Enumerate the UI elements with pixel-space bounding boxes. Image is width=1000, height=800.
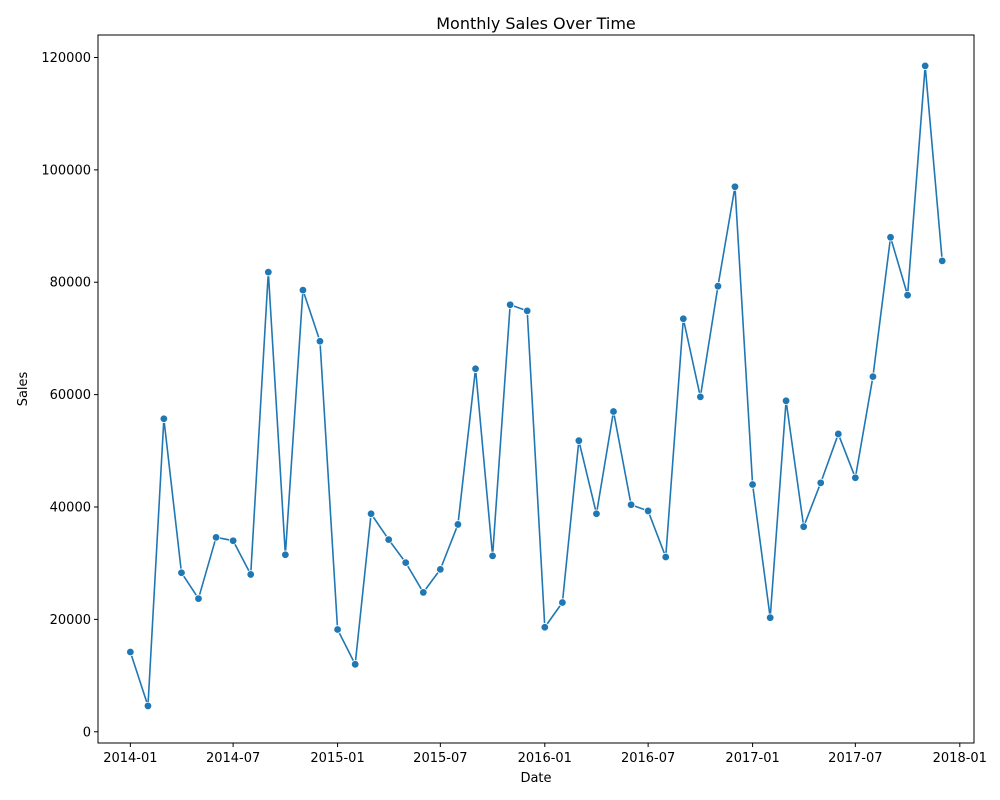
series-layer — [126, 61, 947, 711]
data-point — [920, 61, 930, 71]
data-point — [592, 509, 601, 518]
data-point — [903, 290, 912, 300]
data-point — [661, 552, 670, 562]
chart-title: Monthly Sales Over Time — [436, 14, 636, 33]
data-point — [471, 364, 480, 373]
x-axis-label: Date — [520, 771, 551, 786]
data-point — [938, 256, 947, 266]
data-point — [281, 550, 290, 559]
x-tick-label: 2017-01 — [725, 751, 779, 766]
series-line — [129, 65, 944, 707]
x-tick-label: 2018-01 — [933, 751, 987, 766]
data-point — [505, 300, 515, 309]
x-tick-label: 2017-07 — [828, 751, 882, 766]
x-axis: 2014-01 2014-07 2015-01 2015-07 2016-01 2016-… — [103, 743, 987, 766]
data-point — [159, 414, 169, 423]
data-point — [350, 660, 360, 669]
data-point — [765, 613, 775, 622]
data-point — [851, 473, 860, 482]
y-tick-label: 100000 — [41, 163, 91, 178]
y-tick-label: 0 — [83, 725, 91, 740]
data-point — [748, 480, 757, 489]
data-point — [333, 625, 342, 634]
x-tick-label: 2014-07 — [206, 751, 260, 766]
y-tick-label: 80000 — [50, 276, 91, 291]
data-point — [436, 565, 445, 574]
x-tick-label: 2016-01 — [518, 751, 572, 766]
data-point — [488, 551, 497, 561]
data-point — [315, 337, 325, 346]
data-point — [558, 598, 567, 607]
data-point — [523, 306, 532, 316]
data-point — [366, 509, 376, 518]
data-point — [246, 570, 255, 579]
x-tick-label: 2015-01 — [310, 751, 364, 766]
data-point — [194, 594, 203, 603]
data-point — [401, 558, 410, 567]
data-point — [540, 623, 549, 632]
y-axis-label: Sales — [16, 371, 31, 406]
y-tick-label: 120000 — [41, 51, 91, 66]
data-point — [143, 701, 153, 711]
data-point — [816, 478, 825, 488]
data-point — [696, 392, 705, 402]
data-point — [834, 429, 843, 439]
data-point — [886, 233, 895, 242]
data-point — [713, 281, 723, 291]
data-point — [177, 568, 186, 577]
data-point — [643, 506, 653, 516]
data-point — [679, 314, 688, 323]
data-point — [126, 647, 135, 657]
data-point — [799, 522, 808, 531]
data-point — [626, 500, 636, 509]
data-point — [730, 182, 740, 191]
data-point — [384, 535, 393, 544]
x-tick-label: 2016-07 — [621, 751, 675, 766]
data-point — [574, 436, 584, 445]
data-point — [298, 285, 308, 295]
data-point — [419, 588, 428, 597]
x-tick-label: 2014-01 — [103, 751, 157, 766]
data-point — [264, 267, 273, 277]
data-point — [868, 372, 878, 381]
data-point — [228, 536, 238, 545]
data-point — [211, 533, 221, 542]
y-tick-label: 60000 — [50, 388, 91, 403]
data-point — [609, 407, 618, 416]
x-tick-label: 2015-07 — [413, 751, 467, 766]
y-tick-label: 40000 — [50, 501, 91, 516]
y-tick-label: 20000 — [50, 613, 91, 628]
y-axis: 0 20000 40000 60000 80000 100000 120000 — [41, 51, 98, 740]
data-point — [453, 520, 463, 529]
plot-area — [97, 34, 975, 744]
data-point — [781, 396, 791, 405]
